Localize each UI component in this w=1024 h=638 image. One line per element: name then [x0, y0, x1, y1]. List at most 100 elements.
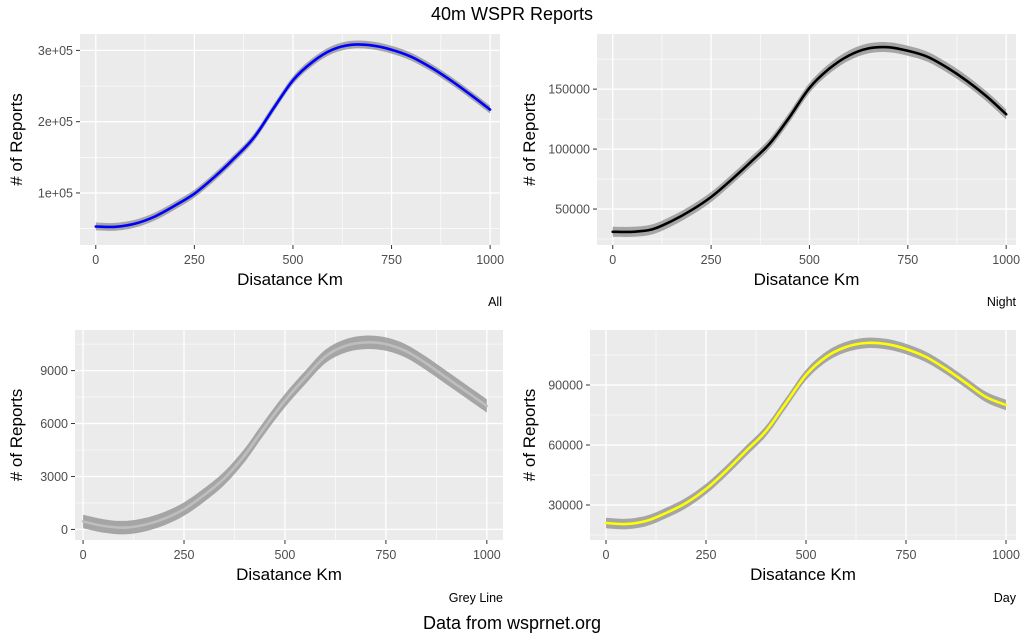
- data-point: [625, 523, 627, 525]
- chart-panel-night: 0 250 500 750 1000 50000 100000 150000 Disatance…: [520, 34, 1020, 309]
- y-tick-label: 9000: [40, 364, 68, 378]
- data-point: [410, 56, 412, 58]
- data-point: [705, 488, 707, 490]
- data-point: [154, 215, 156, 217]
- y-tick-label: 30000: [548, 499, 583, 513]
- plot-background: [597, 34, 1016, 245]
- data-point: [134, 222, 136, 224]
- data-point: [203, 494, 205, 496]
- series-line: [94, 43, 492, 229]
- x-tick-label: 250: [701, 253, 722, 267]
- data-point: [223, 477, 225, 479]
- data-point: [193, 193, 195, 195]
- data-point: [95, 225, 97, 227]
- data-point: [966, 80, 968, 82]
- x-tick-label: 250: [696, 548, 717, 562]
- data-point: [430, 66, 432, 68]
- data-point: [213, 176, 215, 178]
- plot-background: [590, 330, 1016, 540]
- data-point: [142, 524, 144, 526]
- data-point: [785, 402, 787, 404]
- data-point: [665, 512, 667, 514]
- x-tick-label: 750: [381, 253, 402, 267]
- data-point: [82, 520, 84, 522]
- chart-panel-all: 0 250 500 750 1000 1e+05 2e+05 3e+05 Disatance K…: [7, 34, 504, 309]
- figure-caption: Data from wsprnet.org: [422, 613, 602, 633]
- x-tick-label: 1000: [473, 548, 501, 562]
- data-point: [905, 348, 907, 350]
- x-tick-label: 500: [799, 253, 820, 267]
- data-point: [1005, 113, 1007, 115]
- data-point: [651, 228, 653, 230]
- data-point: [486, 405, 488, 407]
- data-point: [805, 374, 807, 376]
- data-point: [710, 196, 712, 198]
- x-tick-label: 500: [283, 253, 304, 267]
- data-point: [163, 518, 165, 520]
- data-point: [946, 66, 948, 68]
- data-point: [385, 343, 387, 345]
- x-tick-label: 1000: [476, 253, 504, 267]
- data-point: [331, 49, 333, 51]
- data-point: [173, 205, 175, 207]
- data-point: [489, 108, 491, 110]
- data-point: [351, 44, 353, 46]
- data-point: [645, 520, 647, 522]
- y-tick-label: 3e+05: [38, 44, 73, 58]
- data-point: [344, 345, 346, 347]
- data-point: [631, 231, 633, 233]
- data-point: [926, 56, 928, 58]
- y-tick-label: 50000: [555, 203, 590, 217]
- data-point: [445, 376, 447, 378]
- data-point: [885, 343, 887, 345]
- x-tick-label: 750: [375, 548, 396, 562]
- data-point: [985, 396, 987, 398]
- y-axis-title: # of Reports: [520, 389, 539, 482]
- data-point: [390, 49, 392, 51]
- x-tick-label: 250: [174, 548, 195, 562]
- data-point: [887, 46, 889, 48]
- x-tick-label: 250: [184, 253, 205, 267]
- panel-caption: Night: [987, 295, 1017, 309]
- data-point: [466, 391, 468, 393]
- data-point: [102, 525, 104, 527]
- data-point: [769, 142, 771, 144]
- x-tick-label: 750: [896, 548, 917, 562]
- x-axis-title: Disatance Km: [237, 270, 343, 289]
- data-point: [405, 350, 407, 352]
- data-point: [450, 79, 452, 81]
- x-axis-title: Disatance Km: [236, 565, 342, 584]
- data-point: [945, 368, 947, 370]
- chart-panel-day: 0 250 500 750 1000 30000 60000 90000 Disatance K…: [520, 330, 1020, 605]
- data-point: [324, 355, 326, 357]
- figure-title: 40m WSPR Reports: [430, 4, 594, 24]
- data-point: [243, 454, 245, 456]
- y-tick-label: 60000: [548, 439, 583, 453]
- x-tick-label: 0: [92, 253, 99, 267]
- data-point: [925, 356, 927, 358]
- x-tick-label: 500: [275, 548, 296, 562]
- data-point: [183, 508, 185, 510]
- data-point: [907, 50, 909, 52]
- y-axis-title: # of Reports: [7, 93, 26, 186]
- panel-caption: Grey Line: [449, 591, 503, 605]
- y-axis-title: # of Reports: [7, 389, 26, 482]
- data-point: [365, 341, 367, 343]
- series-line: [604, 341, 1008, 526]
- y-axis-title: # of Reports: [520, 93, 539, 186]
- data-point: [233, 158, 235, 160]
- data-point: [252, 137, 254, 139]
- data-point: [122, 526, 124, 528]
- data-point: [808, 87, 810, 89]
- y-tick-label: 100000: [548, 143, 590, 157]
- y-tick-label: 6000: [40, 417, 68, 431]
- data-point: [867, 47, 869, 49]
- data-point: [114, 226, 116, 228]
- data-point: [825, 356, 827, 358]
- data-point: [304, 376, 306, 378]
- panel-caption: All: [488, 295, 502, 309]
- y-tick-label: 150000: [548, 83, 590, 97]
- data-point: [671, 220, 673, 222]
- y-tick-label: 1e+05: [38, 186, 73, 200]
